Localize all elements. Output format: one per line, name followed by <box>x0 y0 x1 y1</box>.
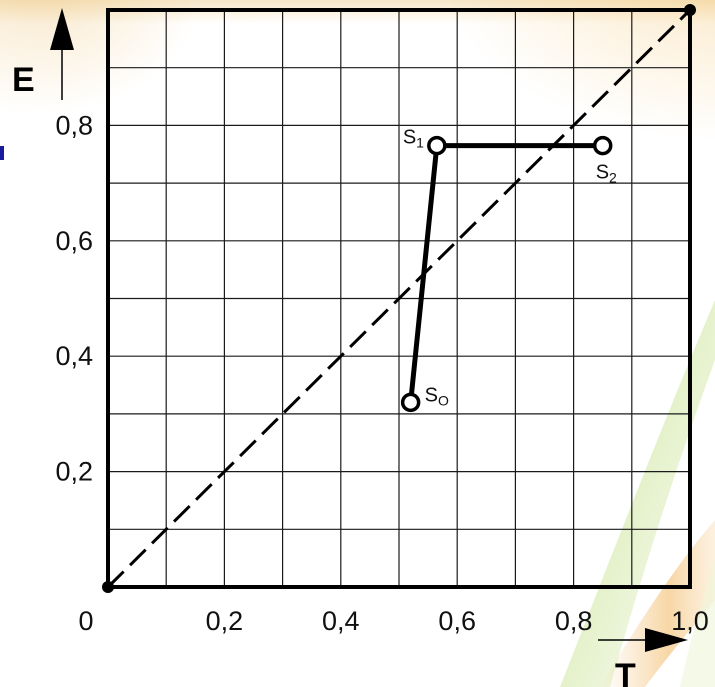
y-tick-label: 0,4 <box>55 341 93 371</box>
left-edge-mark <box>0 146 4 160</box>
y-tick-labels: 0,2 0,4 0,6 0,8 <box>55 110 93 486</box>
state-point-label: SO <box>425 384 449 408</box>
grid <box>108 10 690 587</box>
corner-point <box>684 4 696 16</box>
green-swoosh <box>560 300 715 687</box>
x-tick-labels: 0 0,2 0,4 0,6 0,8 1,0 <box>78 606 708 636</box>
y-tick-label: 0,2 <box>55 457 93 487</box>
x-tick-label: 1,0 <box>671 606 709 636</box>
diagonal-dashed-line <box>106 8 692 589</box>
y-axis-arrow <box>50 8 74 100</box>
y-tick-label: 0,8 <box>55 110 93 140</box>
corner-point <box>102 581 114 593</box>
x-tick-label: 0,2 <box>206 606 244 636</box>
state-point-label: S1 <box>403 127 424 151</box>
plot-border <box>106 8 692 589</box>
x-axis-title: T <box>615 657 636 687</box>
x-tick-label: 0,8 <box>555 606 593 636</box>
y-axis-title: E <box>12 61 35 99</box>
state-point-marker <box>400 392 421 413</box>
trajectory-segment <box>408 143 440 405</box>
x-tick-label: 0,4 <box>322 606 360 636</box>
trajectory: SO S1 S2 <box>400 127 617 413</box>
orange-swoosh <box>600 520 715 687</box>
y-tick-label: 0,6 <box>55 226 93 256</box>
x-axis-arrow <box>598 628 688 652</box>
light-swoosh <box>680 560 715 687</box>
x-tick-label: 0,6 <box>438 606 476 636</box>
state-point-marker <box>592 135 613 156</box>
state-point-marker <box>427 135 447 156</box>
x-tick-label: 0 <box>78 606 93 636</box>
state-point-label: S2 <box>596 162 617 186</box>
corner-points <box>102 4 696 593</box>
